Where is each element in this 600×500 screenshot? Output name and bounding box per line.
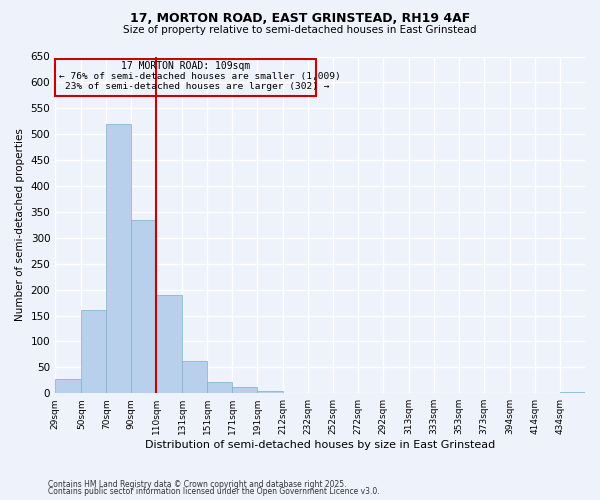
Bar: [182, 360, 207, 393]
Text: 17 MORTON ROAD: 109sqm: 17 MORTON ROAD: 109sqm: [121, 61, 250, 71]
Y-axis label: Number of semi-detached properties: Number of semi-detached properties: [15, 128, 25, 322]
Bar: [207, 382, 232, 393]
Bar: [106, 124, 131, 393]
Text: Contains HM Land Registry data © Crown copyright and database right 2025.: Contains HM Land Registry data © Crown c…: [48, 480, 347, 489]
Text: 23% of semi-detached houses are larger (302) →: 23% of semi-detached houses are larger (…: [65, 82, 329, 91]
Text: ← 76% of semi-detached houses are smaller (1,009): ← 76% of semi-detached houses are smalle…: [59, 72, 341, 81]
Text: Contains public sector information licensed under the Open Government Licence v3: Contains public sector information licen…: [48, 487, 380, 496]
Bar: [156, 295, 182, 393]
Text: 17, MORTON ROAD, EAST GRINSTEAD, RH19 4AF: 17, MORTON ROAD, EAST GRINSTEAD, RH19 4A…: [130, 12, 470, 26]
Bar: [560, 392, 585, 393]
Bar: [232, 387, 257, 393]
Bar: [257, 390, 283, 393]
Bar: [55, 378, 82, 393]
Bar: [82, 310, 106, 393]
Bar: [131, 220, 156, 393]
X-axis label: Distribution of semi-detached houses by size in East Grinstead: Distribution of semi-detached houses by …: [145, 440, 495, 450]
Text: Size of property relative to semi-detached houses in East Grinstead: Size of property relative to semi-detach…: [123, 25, 477, 35]
Bar: [55, 59, 316, 96]
